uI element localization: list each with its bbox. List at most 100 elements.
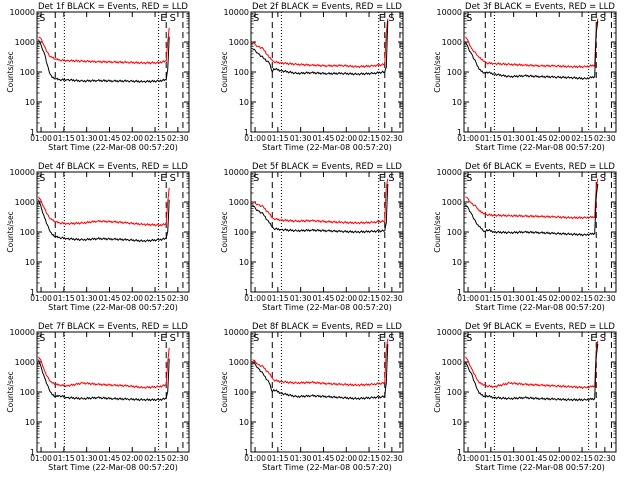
series-events-line	[252, 343, 389, 401]
y-tick-label: 10	[452, 98, 462, 107]
x-tick-label: 01:00	[30, 294, 52, 303]
x-axis-label: Start Time (22-Mar-08 00:57:20)	[475, 463, 605, 472]
y-tick-label: 10	[239, 418, 249, 427]
series-events-line	[465, 20, 599, 81]
x-tick-label: 01:15	[267, 134, 289, 143]
series-lld-line	[465, 18, 599, 69]
x-tick-label: 02:00	[335, 134, 357, 143]
x-tick-label: 01:00	[457, 134, 479, 143]
x-tick-label: 02:30	[381, 454, 403, 463]
x-tick-label: 01:30	[290, 454, 312, 463]
x-tick-label: 02:15	[571, 294, 593, 303]
y-tick-label: 1	[30, 448, 35, 457]
x-tick-label: 01:30	[503, 294, 525, 303]
x-tick-label: 02:30	[167, 134, 189, 143]
x-tick-label: 01:15	[480, 294, 502, 303]
x-tick-label: 02:15	[144, 294, 166, 303]
x-tick-label: 02:30	[167, 294, 189, 303]
y-tick-label: 100	[234, 228, 249, 237]
chart-panel: Det 6f BLACK = Events, RED = LLD 1 10 100 10…	[433, 162, 617, 312]
x-tick-label: 02:00	[335, 294, 357, 303]
y-tick-label: 1000	[229, 38, 249, 47]
y-axis-label: Counts/sec	[220, 51, 229, 92]
x-tick-label: 01:45	[99, 134, 121, 143]
y-tick-label: 10000	[224, 328, 249, 337]
series-events-line	[465, 343, 599, 402]
x-tick-label: 02:30	[381, 294, 403, 303]
x-tick-label: 01:45	[526, 454, 548, 463]
corner-label-start: S	[253, 333, 259, 344]
corner-label-end: E S	[160, 333, 176, 344]
corner-label-end: E S	[160, 13, 176, 24]
chart-panel: Det 2f BLACK = Events, RED = LLD 1 10 100 10…	[220, 2, 404, 152]
x-tick-label: 01:15	[267, 294, 289, 303]
y-tick-label: 10	[25, 418, 35, 427]
x-tick-label: 02:00	[121, 294, 143, 303]
x-tick-label: 01:30	[290, 294, 312, 303]
corner-label-end: E S	[379, 13, 395, 24]
series-lld-line	[465, 178, 599, 220]
x-tick-label: 02:15	[358, 294, 380, 303]
y-axis-label: Counts/sec	[6, 371, 15, 412]
y-tick-label: 100	[20, 228, 35, 237]
x-tick-label: 01:15	[480, 454, 502, 463]
chart-title: Det 1f BLACK = Events, RED = LLD	[38, 2, 188, 12]
corner-label-start: S	[39, 333, 45, 344]
y-tick-label: 10000	[437, 168, 462, 177]
chart-panel: Det 4f BLACK = Events, RED = LLD 1 10 100 10…	[6, 162, 190, 312]
chart-panel: Det 1f BLACK = Events, RED = LLD 1 10 100 10…	[6, 2, 190, 152]
y-tick-label: 1	[30, 288, 35, 297]
chart-title: Det 2f BLACK = Events, RED = LLD	[252, 2, 402, 12]
x-tick-label: 02:30	[167, 454, 189, 463]
x-axis-label: Start Time (22-Mar-08 00:57:20)	[48, 143, 178, 152]
y-tick-label: 1000	[15, 358, 35, 367]
plot-frame	[463, 171, 617, 293]
x-tick-label: 02:15	[144, 454, 166, 463]
y-tick-label: 100	[447, 388, 462, 397]
series-lld-line	[252, 338, 389, 387]
y-tick-label: 10	[452, 418, 462, 427]
y-tick-label: 10000	[224, 8, 249, 17]
y-tick-label: 1	[457, 448, 462, 457]
x-tick-label: 01:30	[290, 134, 312, 143]
x-tick-label: 01:45	[99, 294, 121, 303]
x-tick-label: 01:45	[313, 454, 335, 463]
corner-label-end: E S	[160, 173, 176, 184]
y-tick-label: 1	[457, 128, 462, 137]
x-tick-label: 02:15	[571, 454, 593, 463]
x-tick-label: 01:30	[503, 134, 525, 143]
y-tick-label: 10	[452, 258, 462, 267]
x-tick-label: 01:30	[76, 134, 98, 143]
corner-label-end: E S	[590, 13, 606, 24]
series-events-line	[38, 36, 170, 84]
series-events-line	[252, 20, 389, 76]
y-tick-label: 10	[25, 98, 35, 107]
x-tick-label: 01:00	[244, 454, 266, 463]
x-tick-label: 01:15	[480, 134, 502, 143]
series-lld-line	[38, 27, 170, 65]
y-axis-label: Counts/sec	[433, 371, 442, 412]
x-tick-label: 02:30	[381, 134, 403, 143]
y-tick-label: 1000	[442, 358, 462, 367]
x-tick-label: 02:00	[121, 454, 143, 463]
series-lld-line	[252, 178, 389, 225]
series-lld-line	[465, 340, 599, 390]
series-lld-line	[252, 18, 389, 69]
x-axis-label: Start Time (22-Mar-08 00:57:20)	[262, 463, 392, 472]
y-tick-label: 10000	[437, 8, 462, 17]
chart-title: Det 6f BLACK = Events, RED = LLD	[465, 162, 615, 172]
x-tick-label: 01:30	[76, 294, 98, 303]
x-tick-label: 02:00	[335, 454, 357, 463]
chart-title: Det 4f BLACK = Events, RED = LLD	[38, 162, 188, 172]
x-tick-label: 01:00	[457, 454, 479, 463]
x-tick-label: 01:45	[99, 454, 121, 463]
y-axis-label: Counts/sec	[6, 211, 15, 252]
corner-label-end: E S	[379, 333, 395, 344]
x-tick-label: 02:00	[548, 454, 570, 463]
chart-panel: Det 3f BLACK = Events, RED = LLD 1 10 100 10…	[433, 2, 617, 152]
y-tick-label: 10000	[10, 328, 35, 337]
x-tick-label: 01:15	[53, 454, 75, 463]
x-tick-label: 02:15	[571, 134, 593, 143]
y-tick-label: 100	[234, 388, 249, 397]
y-axis-label: Counts/sec	[220, 211, 229, 252]
